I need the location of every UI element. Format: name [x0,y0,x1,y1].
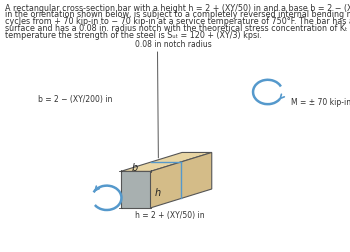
Text: b = 2 − (XY/200) in: b = 2 − (XY/200) in [38,95,112,104]
Text: h = 2 + (XY/50) in: h = 2 + (XY/50) in [135,211,204,220]
Text: h: h [155,187,161,198]
Polygon shape [121,171,150,208]
Text: surface and has a 0.08 in. radius notch with the theoretical stress concentratio: surface and has a 0.08 in. radius notch … [5,24,350,33]
Text: 0.08 in notch radius: 0.08 in notch radius [135,40,212,49]
Text: cycles from + 70 kip-in to − 70 kip-in at a service temperature of 750°F. The ba: cycles from + 70 kip-in to − 70 kip-in a… [5,17,350,26]
Text: in the orientation shown below, is subject to a completely reversed internal ben: in the orientation shown below, is subje… [5,10,350,19]
Text: b: b [132,163,138,173]
Text: temperature the strength of the steel is Sᵤₜ = 120 + (XY/3) kpsi.: temperature the strength of the steel is… [5,31,261,40]
Text: M = ± 70 kip-in: M = ± 70 kip-in [291,98,350,107]
Polygon shape [121,152,212,171]
Text: A rectangular cross-section bar with a height h = 2 + (XY/50) in and a base b = : A rectangular cross-section bar with a h… [5,4,350,13]
Polygon shape [150,152,212,208]
